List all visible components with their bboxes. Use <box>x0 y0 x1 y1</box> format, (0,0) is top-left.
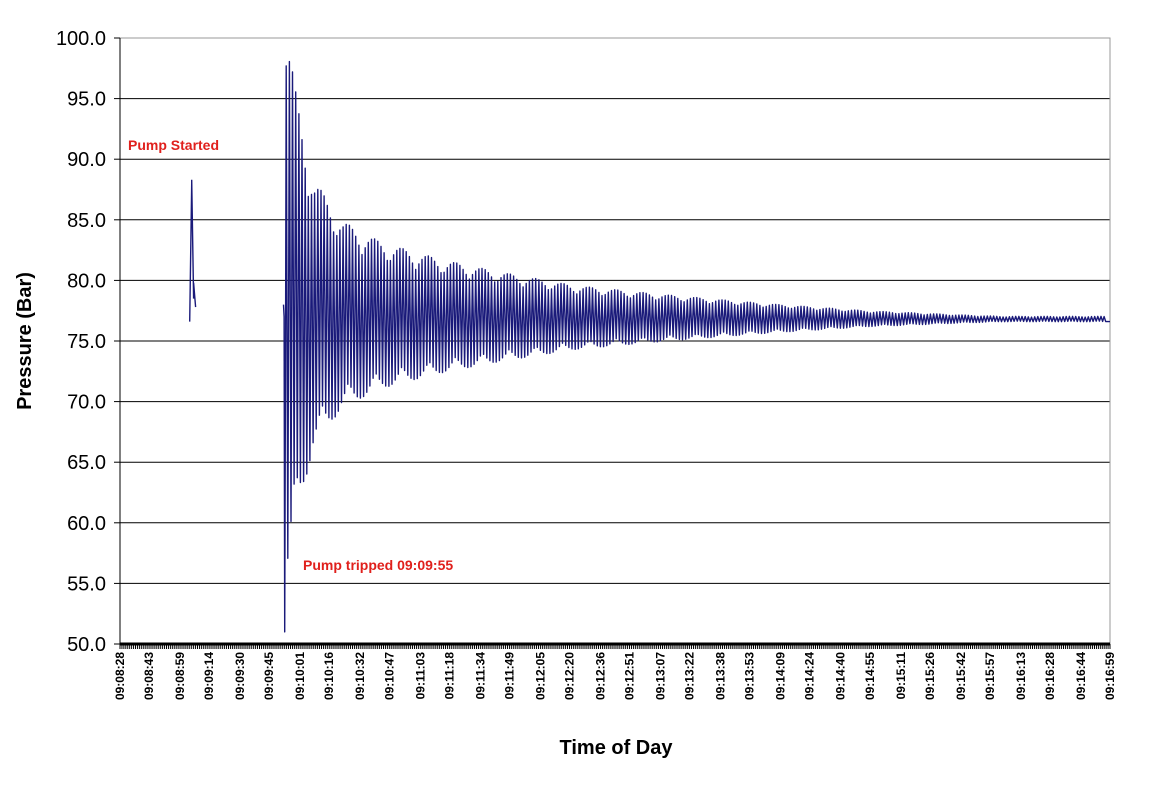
x-tick-label: 09:16:13 <box>1014 652 1028 700</box>
y-tick-label: 50.0 <box>67 634 106 656</box>
y-tick-label: 100.0 <box>56 28 106 50</box>
x-tick-label: 09:12:20 <box>562 652 576 700</box>
series-line-segment-2 <box>282 60 1111 633</box>
annotation-pump-started: Pump Started <box>128 137 219 153</box>
y-tick-label: 95.0 <box>67 89 106 111</box>
y-axis-ticks: 50.0 55.0 60.0 65.0 70.0 75.0 80.0 85.0 90.0 95.0… <box>56 28 120 656</box>
x-tick-label: 09:11:34 <box>473 652 487 700</box>
x-tick-label: 09:11:18 <box>442 652 456 700</box>
x-tick-label: 09:12:51 <box>623 652 637 700</box>
x-tick-label: 09:12:36 <box>593 652 607 700</box>
y-tick-label: 55.0 <box>67 573 106 595</box>
x-tick-label: 09:10:32 <box>353 652 367 700</box>
x-tick-label: 09:14:09 <box>774 652 788 700</box>
y-tick-label: 60.0 <box>67 513 106 535</box>
y-axis-title: Pressure (Bar) <box>14 272 36 410</box>
x-tick-label: 09:14:24 <box>803 652 817 700</box>
x-tick-label: 09:16:28 <box>1043 652 1057 700</box>
x-tick-label: 09:15:42 <box>954 652 968 700</box>
gridlines <box>120 98 1110 584</box>
x-tick-label: 09:13:07 <box>654 652 668 700</box>
x-tick-label: 09:09:45 <box>262 652 276 700</box>
x-tick-label: 09:11:49 <box>502 652 516 700</box>
x-tick-label: 09:09:30 <box>233 652 247 700</box>
x-tick-label: 09:10:01 <box>293 652 307 700</box>
y-tick-label: 70.0 <box>67 392 106 414</box>
x-tick-label: 09:13:38 <box>714 652 728 700</box>
x-tick-label: 09:10:47 <box>382 652 396 700</box>
x-tick-label: 09:12:05 <box>533 652 547 700</box>
x-tick-label: 09:13:22 <box>683 652 697 700</box>
x-tick-label: 09:08:43 <box>142 652 156 700</box>
y-tick-label: 90.0 <box>67 149 106 171</box>
y-tick-label: 80.0 <box>67 270 106 292</box>
x-tick-label: 09:10:16 <box>322 652 336 700</box>
x-tick-label: 09:14:55 <box>863 652 877 700</box>
x-axis-ticks: 09:08:28 09:08:43 09:08:59 09:09:14 09:09:30… <box>113 644 1117 700</box>
x-tick-label: 09:15:11 <box>894 652 908 700</box>
y-tick-label: 65.0 <box>67 452 106 474</box>
annotation-pump-tripped: Pump tripped 09:09:55 <box>303 557 453 573</box>
x-tick-label: 09:11:03 <box>413 652 427 700</box>
x-tick-label: 09:15:57 <box>983 652 997 700</box>
x-tick-label: 09:16:59 <box>1103 652 1117 700</box>
x-tick-label: 09:13:53 <box>743 652 757 700</box>
x-tick-label: 09:16:44 <box>1074 652 1088 700</box>
y-tick-label: 85.0 <box>67 210 106 232</box>
x-tick-label: 09:09:14 <box>202 652 216 700</box>
x-tick-label: 09:08:28 <box>113 652 127 700</box>
series-line-segment-1 <box>189 179 197 322</box>
x-axis-title: Time of Day <box>560 737 674 759</box>
y-tick-label: 75.0 <box>67 331 106 353</box>
x-tick-label: 09:15:26 <box>923 652 937 700</box>
x-tick-label: 09:14:40 <box>834 652 848 700</box>
x-tick-label: 09:08:59 <box>173 652 187 700</box>
pressure-series <box>189 60 1111 633</box>
